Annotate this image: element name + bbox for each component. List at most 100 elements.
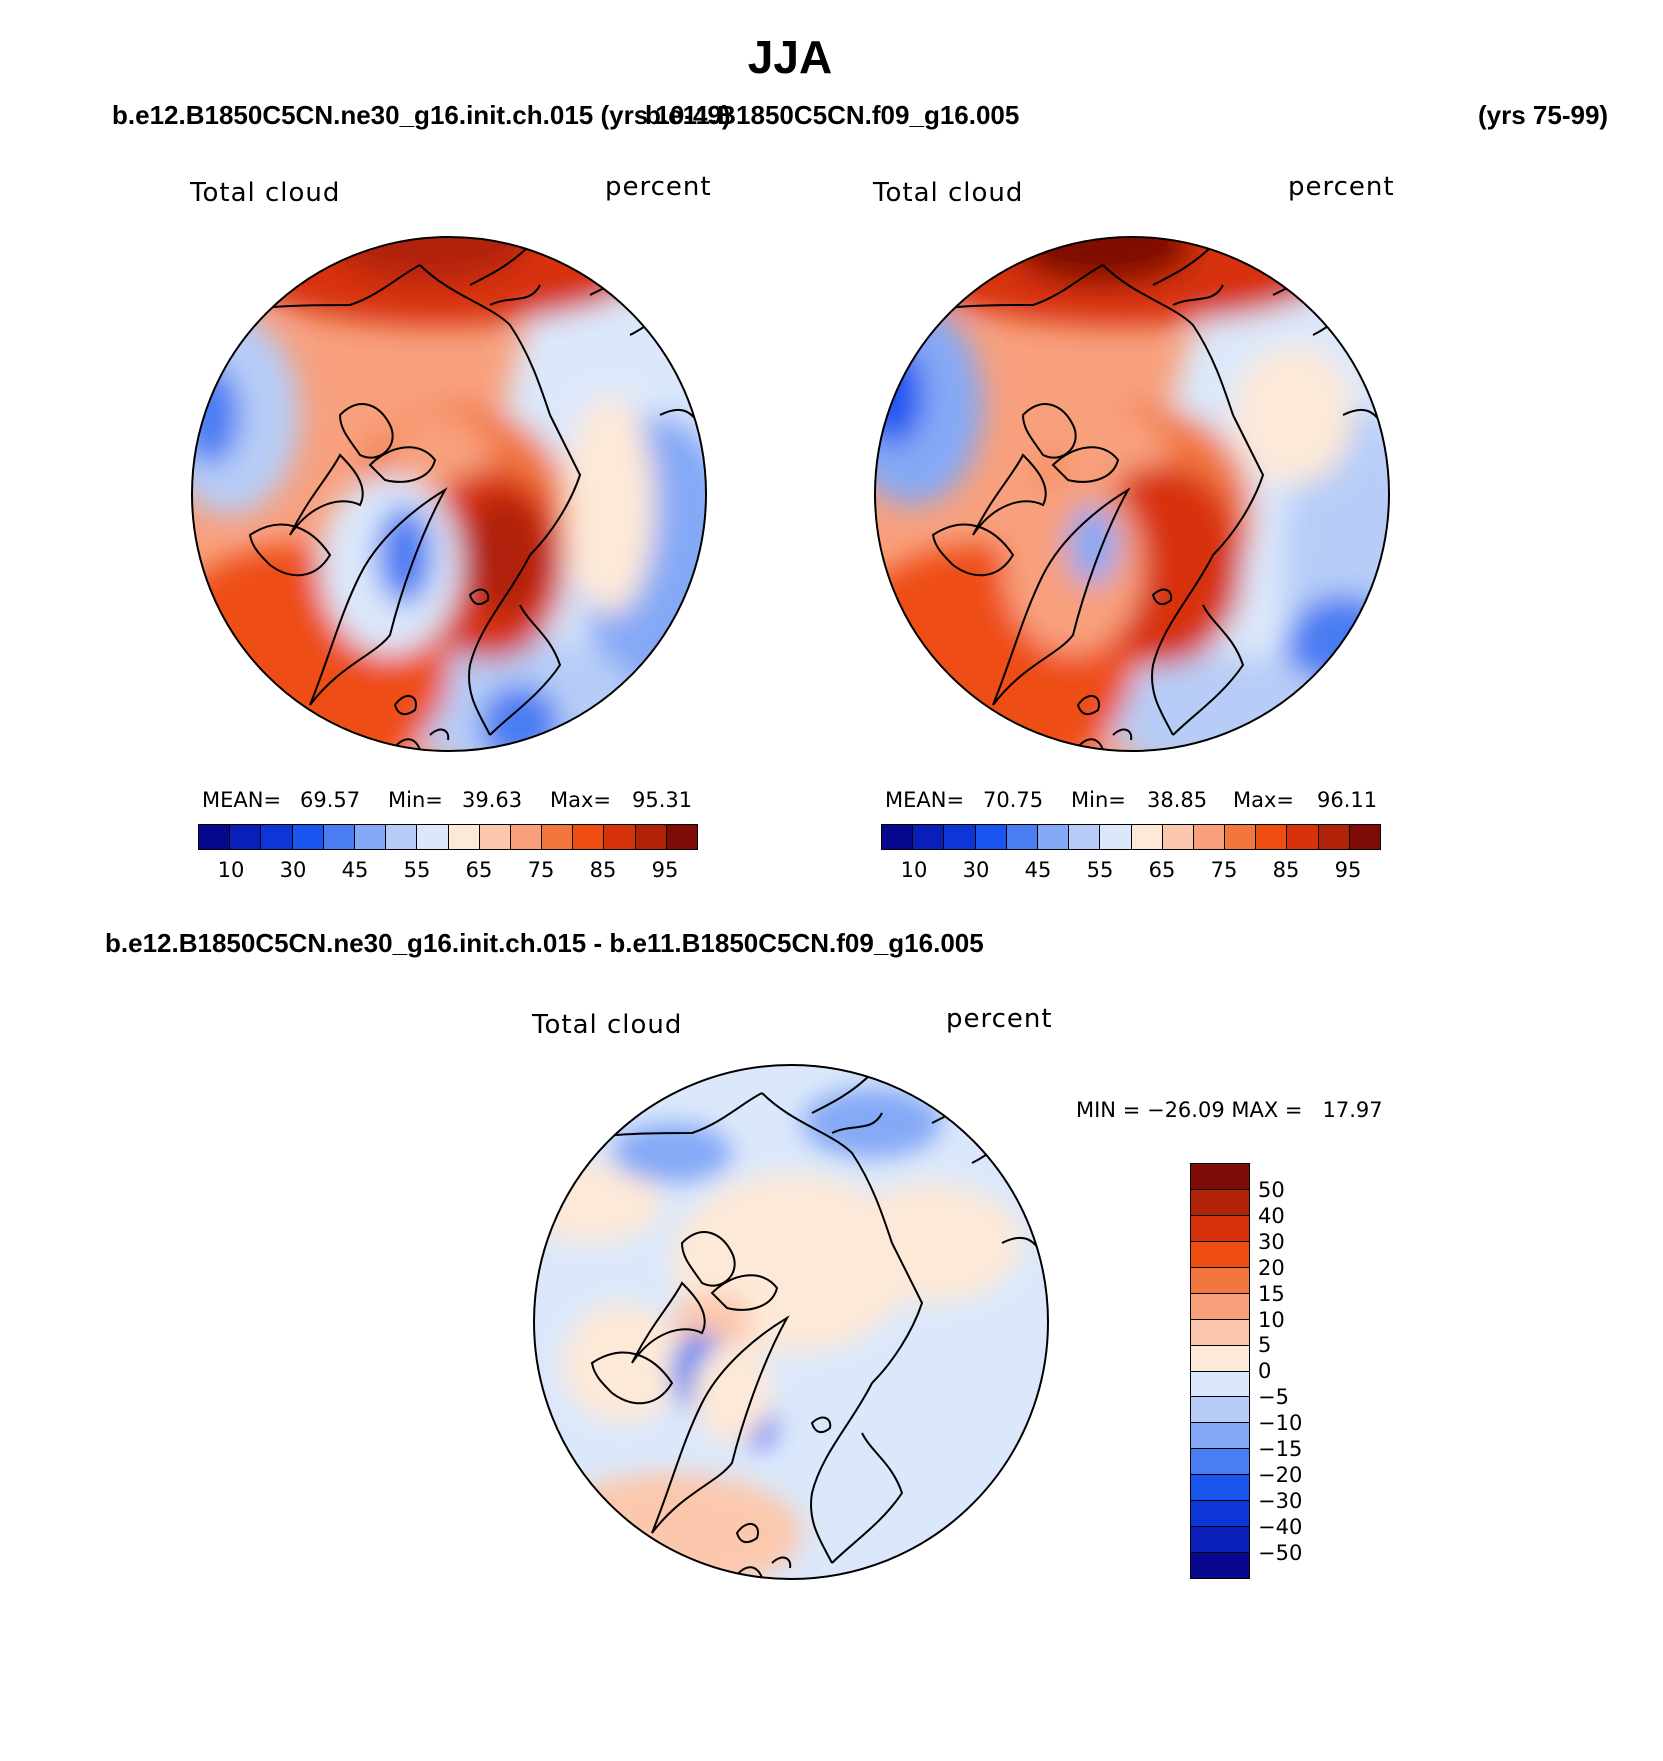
- colorbar-tick-label: 40: [1258, 1203, 1285, 1228]
- colorbar-tick-label: 10: [217, 858, 245, 882]
- colorbar-cell: [1191, 1215, 1249, 1242]
- colorbar-cell: [1191, 1501, 1249, 1528]
- right-min-label: Min=: [1071, 788, 1126, 812]
- colorbar-tick-label: 45: [341, 858, 369, 882]
- left-max-label: Max=: [550, 788, 612, 812]
- colorbar-cell: [1191, 1449, 1249, 1476]
- left-units-label: percent: [605, 172, 712, 202]
- colorbar-tick-label: 10: [900, 858, 928, 882]
- colorbar-tick-label: 0: [1258, 1359, 1272, 1384]
- colorbar-cell: [386, 825, 418, 849]
- colorbar-tick-label: 15: [1258, 1281, 1285, 1306]
- colorbar-cell: [1191, 1241, 1249, 1268]
- colorbar-cell: [510, 825, 543, 849]
- colorbar-tick-label: 85: [589, 858, 617, 882]
- colorbar-cell: [1287, 825, 1319, 849]
- left-case-label: b.e12.B1850C5CN.ne30_g16.init.ch.015 (yr…: [112, 100, 731, 130]
- colorbar-cell: [1069, 825, 1101, 849]
- colorbar-tick-label: 45: [1024, 858, 1052, 882]
- colorbar-cell: [1191, 1371, 1249, 1398]
- colorbar-cell: [604, 825, 636, 849]
- diff-case-label: b.e12.B1850C5CN.ne30_g16.init.ch.015 - b…: [105, 928, 984, 958]
- right-mean-label: MEAN=: [885, 788, 965, 812]
- colorbar-cell: [354, 825, 387, 849]
- diff-units-label: percent: [946, 1004, 1053, 1034]
- colorbar-cell: [1191, 1293, 1249, 1320]
- colorbar-tick-label: 75: [527, 858, 555, 882]
- colorbar-cell: [1131, 825, 1163, 849]
- colorbar-tick-label: −15: [1258, 1437, 1303, 1461]
- right-variable-label: Total cloud: [873, 178, 1024, 208]
- colorbar-tick-label: −30: [1258, 1488, 1303, 1513]
- colorbar-tick-label: −10: [1258, 1411, 1303, 1436]
- colorbar-cell: [479, 825, 511, 849]
- left-variable-label: Total cloud: [190, 178, 341, 208]
- left-mean-label: MEAN=: [202, 788, 282, 812]
- colorbar-tick-label: 95: [1334, 858, 1362, 882]
- colorbar-cell: [882, 825, 914, 849]
- diff-variable-label: Total cloud: [532, 1010, 683, 1040]
- colorbar-tick-label: 65: [1148, 858, 1176, 882]
- colorbar-cell: [448, 825, 480, 849]
- colorbar-cell: [1191, 1423, 1249, 1450]
- colorbar-cell: [1006, 825, 1038, 849]
- colorbar-tick-label: 30: [962, 858, 990, 882]
- colorbar-cell: [1256, 825, 1288, 849]
- colorbar-cell: [635, 825, 667, 849]
- colorbar-cell: [1162, 825, 1194, 849]
- colorbar-cell: [542, 825, 574, 849]
- colorbar-tick-label: −20: [1258, 1462, 1303, 1487]
- colorbar-cell: [1191, 1345, 1249, 1372]
- colorbar-tick-label: 65: [465, 858, 493, 882]
- colorbar-tick-label: 50: [1258, 1178, 1285, 1202]
- colorbar-cell: [230, 825, 262, 849]
- right-max-value: 96.11: [1317, 788, 1378, 812]
- right-colorbar: [881, 824, 1381, 850]
- colorbar-cell: [1037, 825, 1070, 849]
- colorbar-cell: [573, 825, 605, 849]
- colorbar-cell: [1225, 825, 1257, 849]
- diff-minmax-label: MIN = −26.09 MAX = 17.97: [1076, 1098, 1383, 1122]
- colorbar-cell: [1349, 825, 1380, 849]
- right-min-value: 38.85: [1147, 788, 1208, 812]
- colorbar-tick-label: −5: [1258, 1385, 1289, 1410]
- colorbar-cell: [1318, 825, 1350, 849]
- right-max-label: Max=: [1233, 788, 1295, 812]
- left-max-value: 95.31: [632, 788, 693, 812]
- right-case-label: b.e11.B1850C5CN.f09_g16.005: [645, 100, 1020, 130]
- colorbar-cell: [323, 825, 355, 849]
- colorbar-tick-label: 55: [1086, 858, 1114, 882]
- colorbar-cell: [975, 825, 1007, 849]
- left-min-value: 39.63: [462, 788, 523, 812]
- colorbar-tick-label: 95: [651, 858, 679, 882]
- colorbar-tick-label: 85: [1272, 858, 1300, 882]
- colorbar-cell: [1191, 1475, 1249, 1502]
- colorbar-tick-label: −50: [1258, 1540, 1303, 1565]
- colorbar-cell: [1191, 1553, 1249, 1578]
- right-mean-value: 70.75: [983, 788, 1044, 812]
- right-units-label: percent: [1288, 172, 1395, 202]
- colorbar-cell: [1191, 1319, 1249, 1346]
- colorbar-tick-label: 30: [1258, 1229, 1285, 1254]
- colorbar-tick-label: 20: [1258, 1255, 1285, 1280]
- colorbar-tick-label: −40: [1258, 1514, 1303, 1539]
- colorbar-cell: [199, 825, 231, 849]
- colorbar-tick-label: 75: [1210, 858, 1238, 882]
- colorbar-cell: [1191, 1527, 1249, 1554]
- figure-title: JJA: [747, 31, 833, 83]
- colorbar-cell: [1191, 1267, 1249, 1294]
- colorbar-tick-label: 5: [1258, 1333, 1272, 1358]
- colorbar-cell: [417, 825, 449, 849]
- right-years-label: (yrs 75-99): [1478, 100, 1609, 130]
- colorbar-cell: [944, 825, 976, 849]
- colorbar-cell: [1191, 1189, 1249, 1216]
- colorbar-cell: [292, 825, 324, 849]
- colorbar-tick-label: 30: [279, 858, 307, 882]
- colorbar-cell: [261, 825, 293, 849]
- right-polar-map: [874, 236, 1390, 752]
- left-polar-map: [191, 236, 707, 752]
- colorbar-tick-label: 10: [1258, 1307, 1285, 1332]
- left-min-label: Min=: [388, 788, 443, 812]
- left-mean-value: 69.57: [300, 788, 361, 812]
- left-colorbar: [198, 824, 698, 850]
